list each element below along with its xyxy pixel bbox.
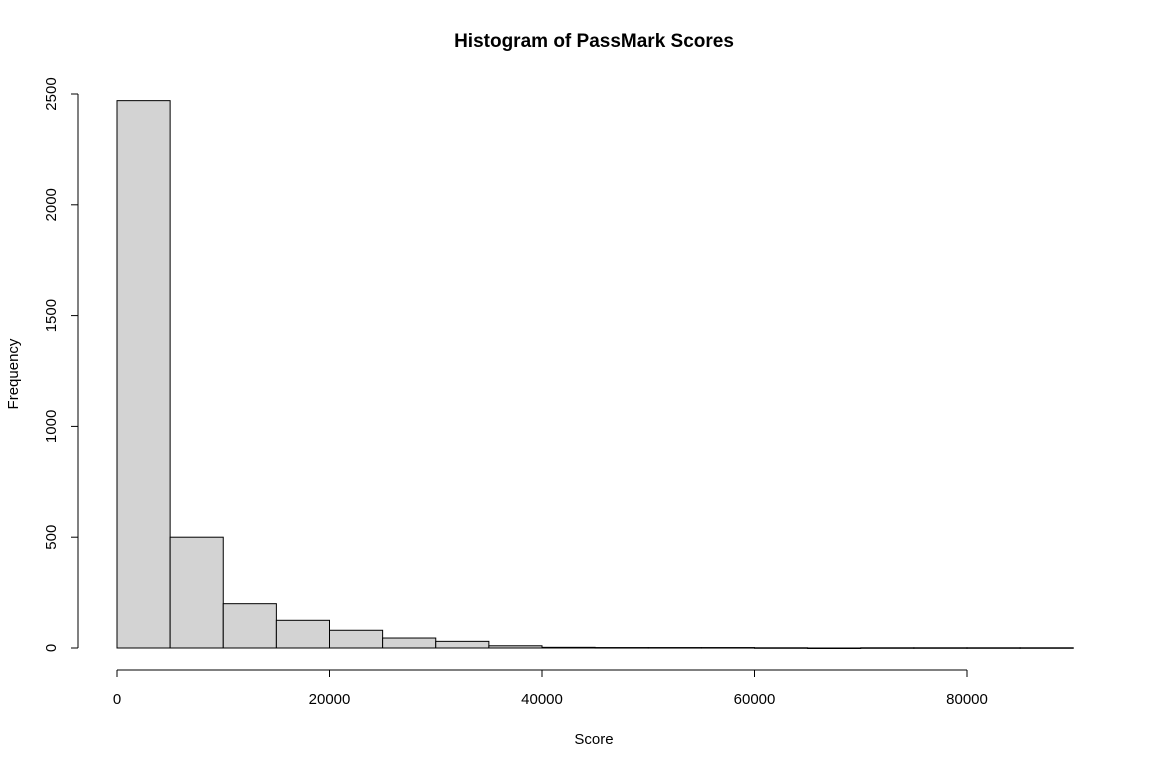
x-tick-label: 60000 bbox=[734, 691, 776, 708]
histogram-bar bbox=[754, 647, 809, 649]
y-axis: 0 500 1000 1500 2000 2500 bbox=[43, 77, 79, 652]
chart-title: Histogram of PassMark Scores bbox=[454, 31, 734, 52]
histogram-bar bbox=[700, 647, 755, 649]
y-tick-label: 1000 bbox=[43, 410, 60, 443]
histogram-bar bbox=[116, 100, 171, 649]
histogram-bar bbox=[1019, 647, 1074, 649]
x-tick-label: 40000 bbox=[521, 691, 563, 708]
histogram-bar bbox=[222, 603, 277, 649]
histogram-bar bbox=[169, 536, 224, 649]
y-tick-label: 1500 bbox=[43, 299, 60, 332]
histogram-bar bbox=[807, 647, 862, 649]
histogram-bar bbox=[541, 646, 596, 649]
x-tick-label: 80000 bbox=[946, 691, 988, 708]
y-axis-label: Frequency bbox=[5, 338, 22, 409]
histogram-bar bbox=[329, 629, 384, 649]
histogram-bar bbox=[860, 647, 915, 649]
histogram-bar bbox=[382, 637, 437, 649]
histogram-bar bbox=[275, 619, 330, 649]
histogram-bar bbox=[594, 647, 649, 649]
y-tick-label: 2500 bbox=[43, 77, 60, 110]
x-axis-label: Score bbox=[574, 731, 613, 748]
histogram-bar bbox=[913, 647, 968, 649]
x-tick-label: 20000 bbox=[309, 691, 351, 708]
histogram-bar bbox=[966, 647, 1021, 649]
y-tick-label: 2000 bbox=[43, 188, 60, 221]
y-tick-label: 0 bbox=[43, 644, 60, 652]
histogram-bar bbox=[488, 645, 543, 649]
y-tick-label: 500 bbox=[43, 525, 60, 550]
histogram-bar bbox=[435, 640, 490, 649]
x-tick-label: 0 bbox=[113, 691, 121, 708]
bars-group bbox=[116, 100, 1074, 649]
x-axis: 0 20000 40000 60000 80000 bbox=[113, 669, 988, 708]
histogram-bar bbox=[647, 647, 702, 649]
